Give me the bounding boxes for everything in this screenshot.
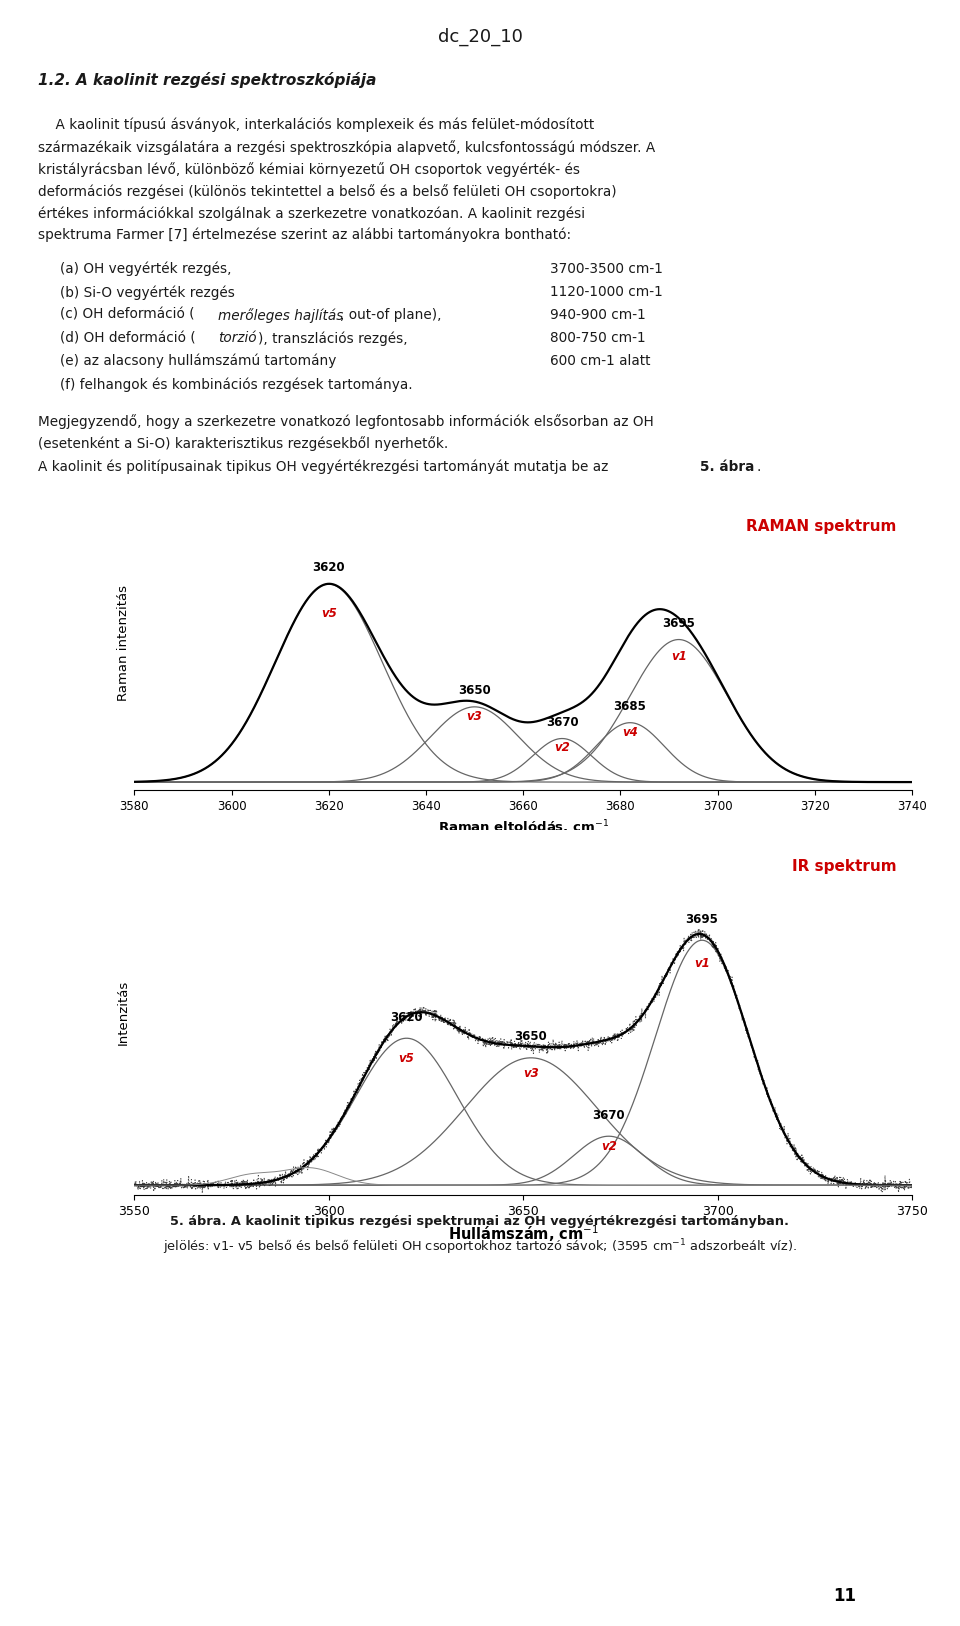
Text: torzió: torzió	[218, 332, 256, 345]
Text: 1.2. A kaolinit rezgési spektroszkópiája: 1.2. A kaolinit rezgési spektroszkópiája	[38, 72, 376, 88]
Text: , out-of plane),: , out-of plane),	[340, 307, 442, 322]
Text: v2: v2	[554, 741, 570, 754]
Text: v1: v1	[694, 956, 710, 969]
Text: IR spektrum: IR spektrum	[792, 859, 897, 875]
Text: 940-900 cm-1: 940-900 cm-1	[550, 307, 646, 322]
Text: deformációs rezgései (különös tekintettel a belső és a belső felületi OH csoport: deformációs rezgései (különös tekintette…	[38, 184, 616, 198]
Text: RAMAN spektrum: RAMAN spektrum	[746, 519, 897, 533]
Text: 3620: 3620	[313, 561, 345, 574]
Text: Megjegyzendő, hogy a szerkezetre vonatkozó legfontosabb információk elsősorban a: Megjegyzendő, hogy a szerkezetre vonatko…	[38, 415, 654, 429]
Text: A kaolinit típusú ásványok, interkalációs komplexeik és más felület-módosított: A kaolinit típusú ásványok, interkaláció…	[38, 119, 594, 132]
Text: 600 cm-1 alatt: 600 cm-1 alatt	[550, 354, 651, 367]
Text: 3670: 3670	[592, 1109, 625, 1122]
Text: ), transzlációs rezgés,: ), transzlációs rezgés,	[258, 332, 408, 345]
Text: 3700-3500 cm-1: 3700-3500 cm-1	[550, 262, 662, 276]
Text: 3670: 3670	[546, 715, 578, 728]
Text: (esetenként a Si-O) karakterisztikus rezgésekből nyerhetők.: (esetenként a Si-O) karakterisztikus rez…	[38, 436, 448, 450]
Text: spektruma Farmer [7] értelmezése szerint az alábbi tartományokra bontható:: spektruma Farmer [7] értelmezése szerint…	[38, 228, 571, 242]
Text: származékaik vizsgálatára a rezgési spektroszkópia alapvető, kulcsfontosságú mód: származékaik vizsgálatára a rezgési spek…	[38, 140, 656, 154]
Text: v3: v3	[467, 709, 483, 722]
Text: (c) OH deformáció (: (c) OH deformáció (	[60, 307, 195, 322]
Text: .: .	[757, 460, 761, 475]
Text: v2: v2	[601, 1140, 616, 1153]
Text: 3650: 3650	[458, 685, 491, 698]
Text: (b) Si-O vegyérték rezgés: (b) Si-O vegyérték rezgés	[60, 285, 235, 299]
Text: értékes információkkal szolgálnak a szerkezetre vonatkozóan. A kaolinit rezgési: értékes információkkal szolgálnak a szer…	[38, 207, 586, 221]
Text: dc_20_10: dc_20_10	[438, 28, 522, 46]
Text: v1: v1	[671, 650, 686, 663]
Text: v5: v5	[398, 1052, 415, 1065]
Text: 3685: 3685	[613, 699, 646, 712]
Text: kristályrácsban lévő, különböző kémiai környezetű OH csoportok vegyérték- és: kristályrácsban lévő, különböző kémiai k…	[38, 163, 580, 177]
Text: v5: v5	[321, 606, 337, 620]
Text: merőleges hajlítás: merőleges hajlítás	[218, 307, 344, 324]
Text: 3650: 3650	[515, 1031, 547, 1044]
Text: (f) felhangok és kombinációs rezgések tartománya.: (f) felhangok és kombinációs rezgések ta…	[60, 377, 413, 392]
Text: 800-750 cm-1: 800-750 cm-1	[550, 332, 646, 345]
Text: v4: v4	[622, 725, 638, 738]
X-axis label: Hullámszám, cm$^{-1}$: Hullámszám, cm$^{-1}$	[447, 1223, 599, 1244]
Text: 1120-1000 cm-1: 1120-1000 cm-1	[550, 285, 662, 299]
Text: (e) az alacsony hullámszámú tartomány: (e) az alacsony hullámszámú tartomány	[60, 354, 336, 369]
Text: 3695: 3695	[685, 912, 718, 925]
Y-axis label: Raman intenzitás: Raman intenzitás	[117, 584, 131, 701]
X-axis label: Raman eltolódás, cm$^{-1}$: Raman eltolódás, cm$^{-1}$	[438, 818, 609, 837]
Text: v3: v3	[523, 1067, 539, 1080]
Text: (a) OH vegyérték rezgés,: (a) OH vegyérték rezgés,	[60, 262, 231, 276]
Y-axis label: Intenzitás: Intenzitás	[117, 980, 131, 1046]
Text: (d) OH deformáció (: (d) OH deformáció (	[60, 332, 196, 345]
Text: jelölés: v1- v5 belső és belső felületi OH csoportokhoz tartozó sávok; (3595 cm$: jelölés: v1- v5 belső és belső felületi …	[163, 1237, 797, 1257]
Text: 3695: 3695	[662, 616, 695, 629]
Text: 5. ábra. A kaolinit tipikus rezgési spektrumai az OH vegyértékrezgési tartományb: 5. ábra. A kaolinit tipikus rezgési spek…	[171, 1215, 789, 1228]
Text: A kaolinit és politípusainak tipikus OH vegyértékrezgési tartományát mutatja be : A kaolinit és politípusainak tipikus OH …	[38, 460, 612, 475]
Text: 3620: 3620	[391, 1010, 422, 1023]
Text: 5. ábra: 5. ábra	[700, 460, 755, 475]
Text: 11: 11	[833, 1587, 856, 1605]
